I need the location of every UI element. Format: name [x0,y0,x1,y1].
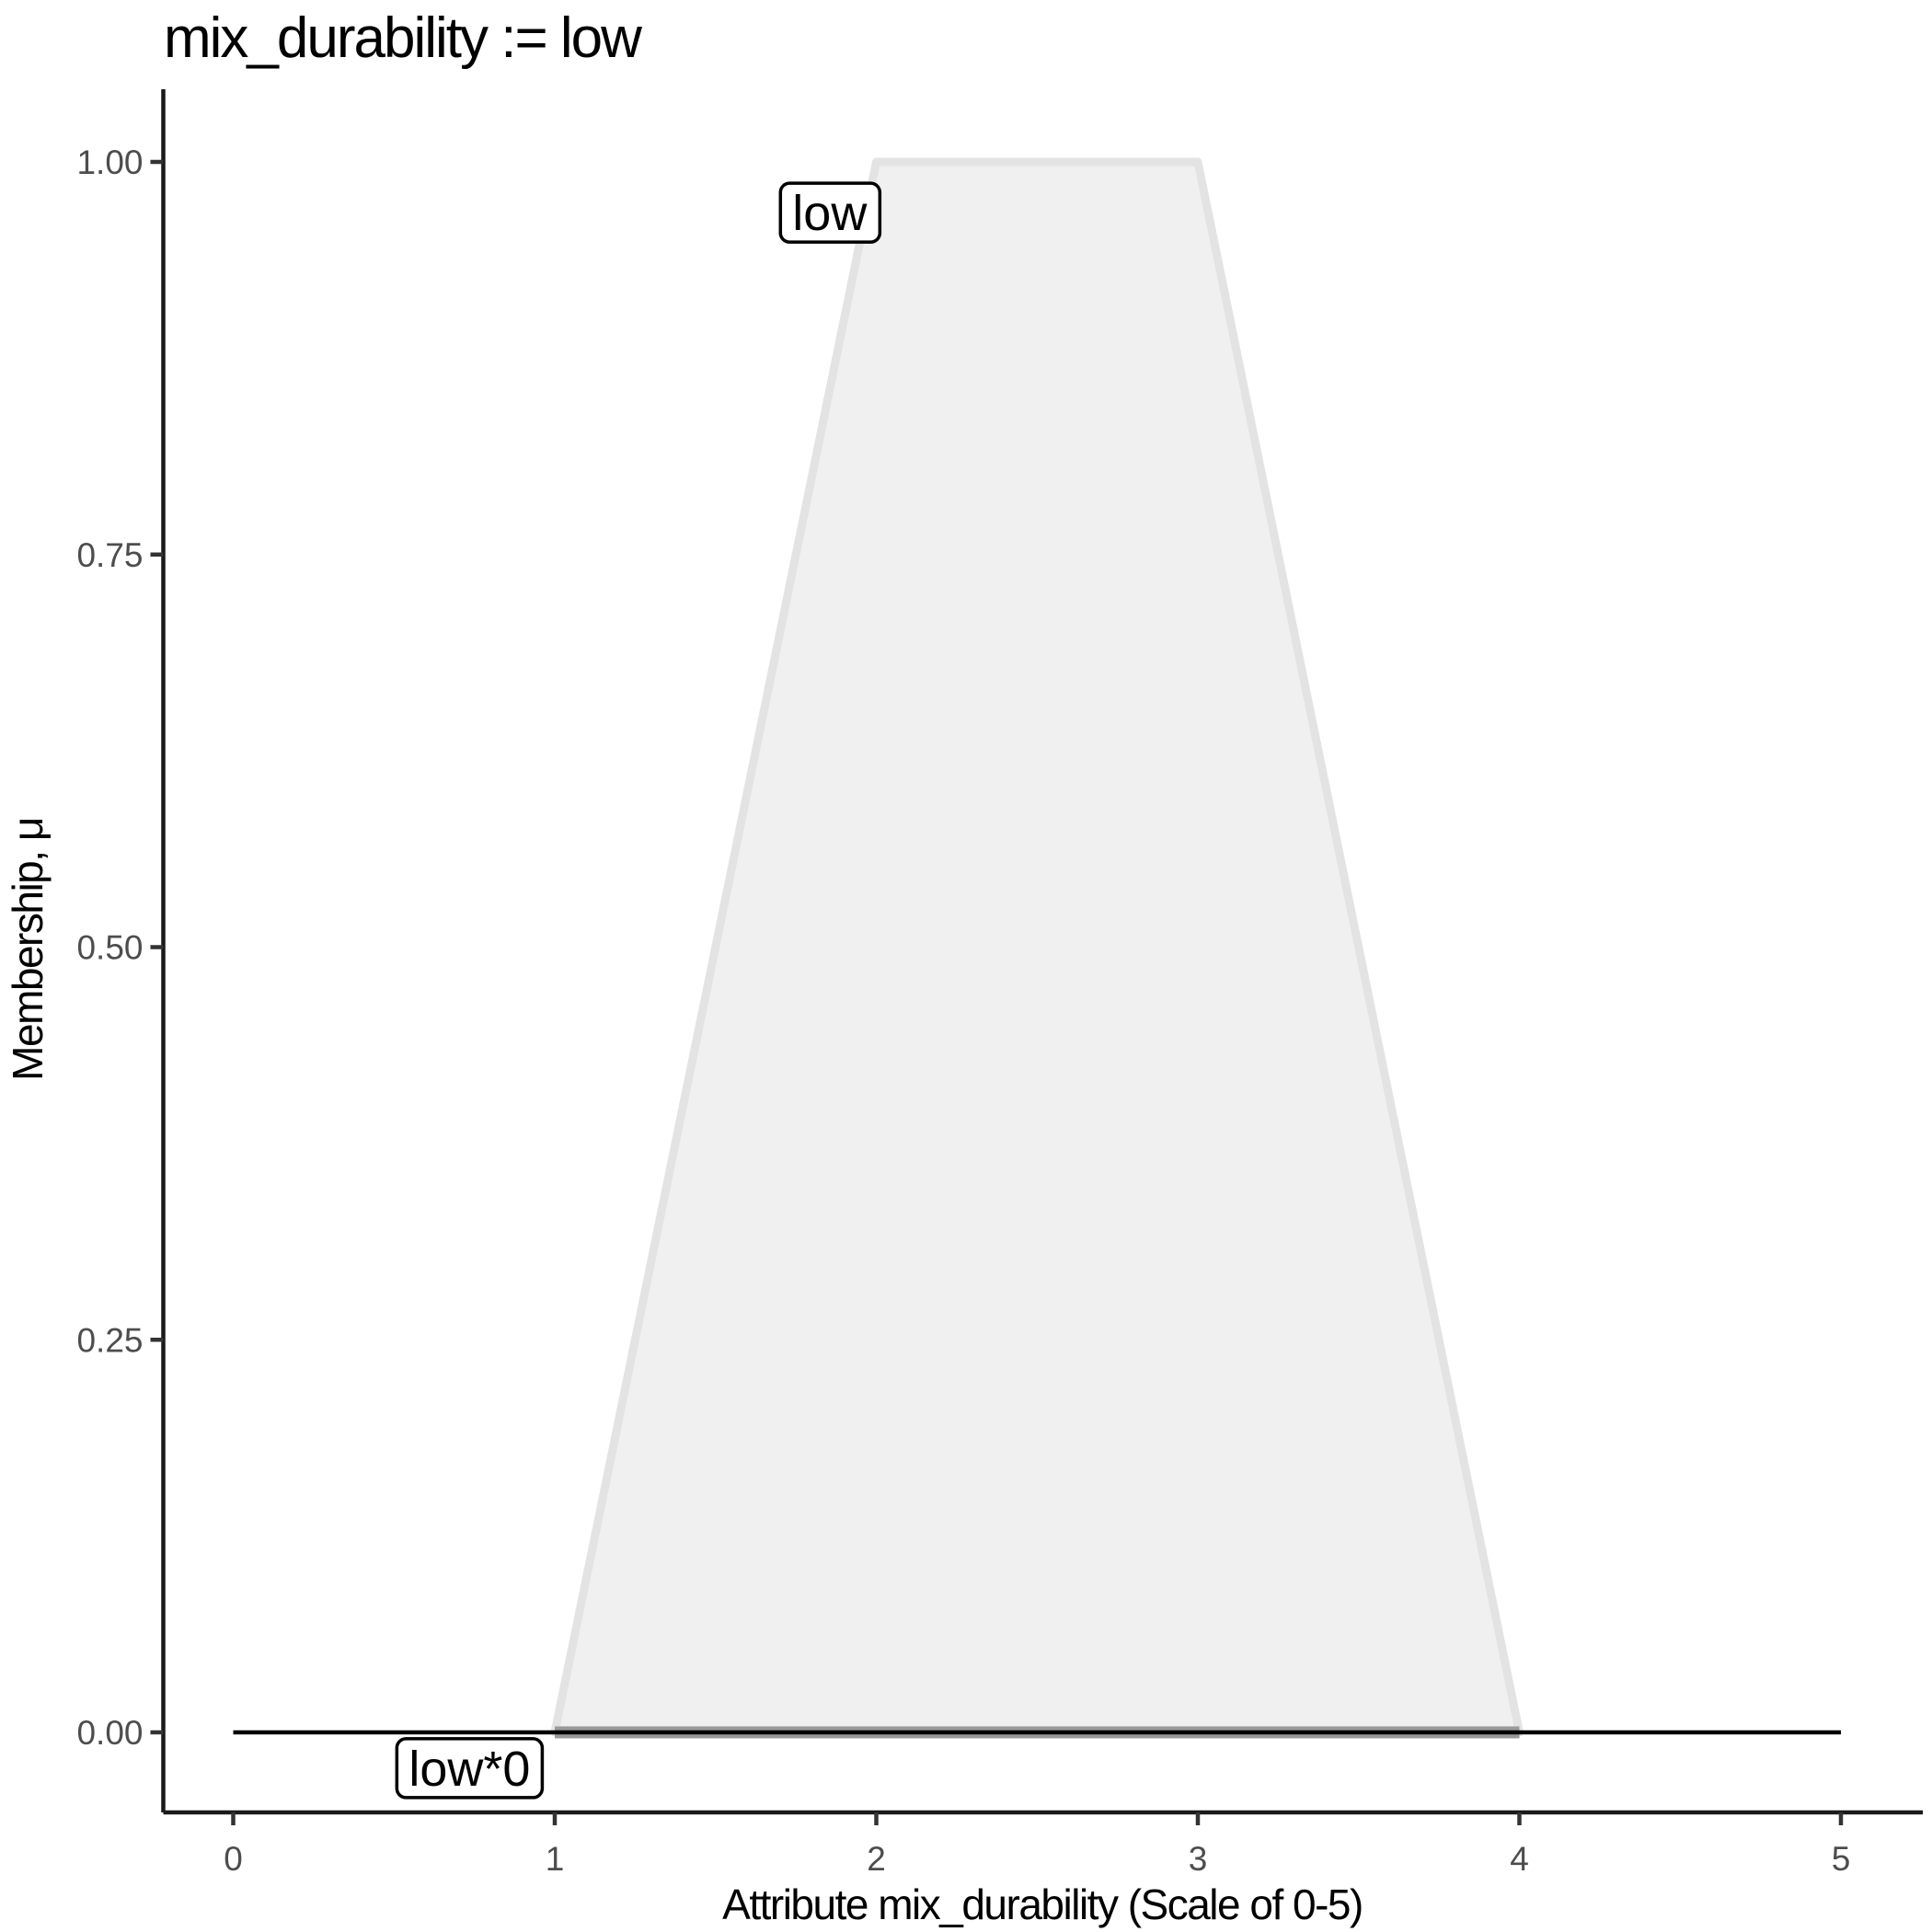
axes-layer: 0 1 2 3 4 5 0.00 0.25 0.50 0.75 1.00 [76,89,1923,1878]
x-tick-label-4: 4 [1510,1840,1529,1878]
annotation-text-low-0: low*0 [408,1742,530,1797]
y-tick-label-0.25: 0.25 [76,1321,143,1359]
x-tick-label-2: 2 [867,1840,886,1878]
x-axis-title: Attribute mix_durability (Scale of 0-5) [722,1880,1363,1928]
y-tick-label-1: 1.00 [76,144,143,181]
y-tick-label-0: 0.00 [76,1714,143,1752]
series-layer [233,157,1841,1739]
annotation-box-low [778,181,882,244]
x-tick-label-1: 1 [546,1840,565,1878]
annotation-box-low-0 [395,1737,545,1800]
annotation-layer: low low*0 [395,181,882,1800]
x-tick-label-5: 5 [1832,1840,1851,1878]
annotation-text-low: low [792,186,868,241]
plot-title: mix_durability := low [164,6,642,70]
y-tick-label-0.5: 0.50 [76,929,143,967]
y-tick-label-0.75: 0.75 [76,536,143,574]
x-tick-label-3: 3 [1189,1840,1208,1878]
y-axis-title: Membership, μ [4,818,52,1081]
x-tick-label-0: 0 [224,1840,243,1878]
series-low-area [550,157,1524,1737]
